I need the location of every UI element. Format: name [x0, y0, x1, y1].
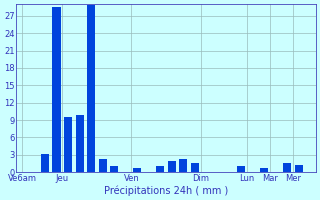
Bar — [191, 163, 199, 172]
Bar — [168, 161, 176, 172]
Bar — [99, 159, 107, 172]
X-axis label: Précipitations 24h ( mm ): Précipitations 24h ( mm ) — [104, 185, 228, 196]
Bar — [179, 159, 187, 172]
Bar — [76, 115, 84, 172]
Bar — [110, 166, 118, 172]
Bar — [237, 166, 245, 172]
Bar — [156, 166, 164, 172]
Bar — [52, 7, 60, 172]
Bar — [294, 165, 303, 172]
Bar — [87, 5, 95, 172]
Bar — [64, 117, 72, 172]
Bar — [283, 163, 291, 172]
Bar — [133, 168, 141, 172]
Bar — [41, 154, 49, 172]
Bar — [260, 168, 268, 172]
